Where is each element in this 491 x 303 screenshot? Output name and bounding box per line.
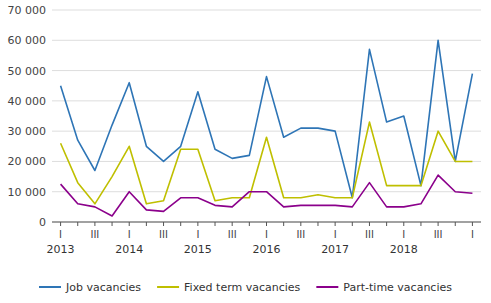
x-tick [129,222,130,226]
x-tick-label: I [402,229,405,240]
legend-item: Job vacancies [39,281,141,294]
grid-line [52,100,481,101]
legend: Job vacancies Fixed term vacancies Part-ti… [39,281,452,294]
y-tick-label: 0 [39,216,46,229]
x-tick-label: I [196,229,199,240]
x-tick [112,222,113,226]
legend-label: Part-time vacancies [343,281,452,294]
x-tick [352,222,353,226]
year-label: 2015 [184,243,212,256]
year-label: 2013 [47,243,75,256]
x-tick [146,222,147,226]
x-tick-label: III [296,229,305,240]
x-tick [94,222,95,226]
x-tick [472,222,473,226]
grid-line [52,161,481,162]
legend-label: Fixed term vacancies [184,281,301,294]
year-label: 2018 [390,243,418,256]
x-tick [403,222,404,226]
grid-line [52,10,481,11]
x-tick [77,222,78,226]
legend-item: Fixed term vacancies [157,281,301,294]
x-tick [283,222,284,226]
x-tick-label: III [159,229,168,240]
grid [52,10,481,222]
y-tick-label: 50 000 [8,65,47,78]
x-tick [455,222,456,226]
y-tick-labels: 0 10 000 20 000 30 000 40 000 50 000 60 000 70 … [8,4,47,229]
x-axis: IIIIIIIIIIIIIIIIIIIIIIIII [52,222,481,240]
x-tick-label: I [59,229,62,240]
x-tick [420,222,421,226]
x-tick-label: III [90,229,99,240]
x-tick [180,222,181,226]
legend-swatch [157,286,179,288]
x-tick [335,222,336,226]
x-tick [215,222,216,226]
year-label: 2016 [253,243,281,256]
annotations: 2013 2014 2015 2016 2017 2018 [47,243,418,256]
year-label: 2017 [321,243,349,256]
legend-swatch [316,286,338,288]
legend-item: Part-time vacancies [316,281,452,294]
year-label: 2014 [115,243,143,256]
x-tick [300,222,301,226]
grid-line [52,70,481,71]
x-tick [386,222,387,226]
x-tick [163,222,164,226]
x-tick [197,222,198,226]
grid-line [52,40,481,41]
x-tick [317,222,318,226]
y-tick-label: 60 000 [8,34,47,47]
y-tick-label: 20 000 [8,155,47,168]
series-line [61,40,473,197]
y-tick-label: 70 000 [8,4,47,17]
x-tick-label: I [471,229,474,240]
y-tick-label: 30 000 [8,125,47,138]
x-tick [232,222,233,226]
x-tick [266,222,267,226]
series-line [61,175,473,216]
x-tick-label: I [128,229,131,240]
x-tick [60,222,61,226]
y-tick-label: 10 000 [8,186,47,199]
x-tick [438,222,439,226]
lines [61,40,473,216]
legend-label: Job vacancies [65,281,141,294]
x-tick-label: III [365,229,374,240]
x-tick-label: III [434,229,443,240]
y-tick-label: 40 000 [8,95,47,108]
grid-line [52,131,481,132]
x-tick-label: III [228,229,237,240]
x-tick [369,222,370,226]
x-tick-label: I [334,229,337,240]
x-tick-label: I [265,229,268,240]
legend-swatch [39,286,61,288]
x-tick [249,222,250,226]
